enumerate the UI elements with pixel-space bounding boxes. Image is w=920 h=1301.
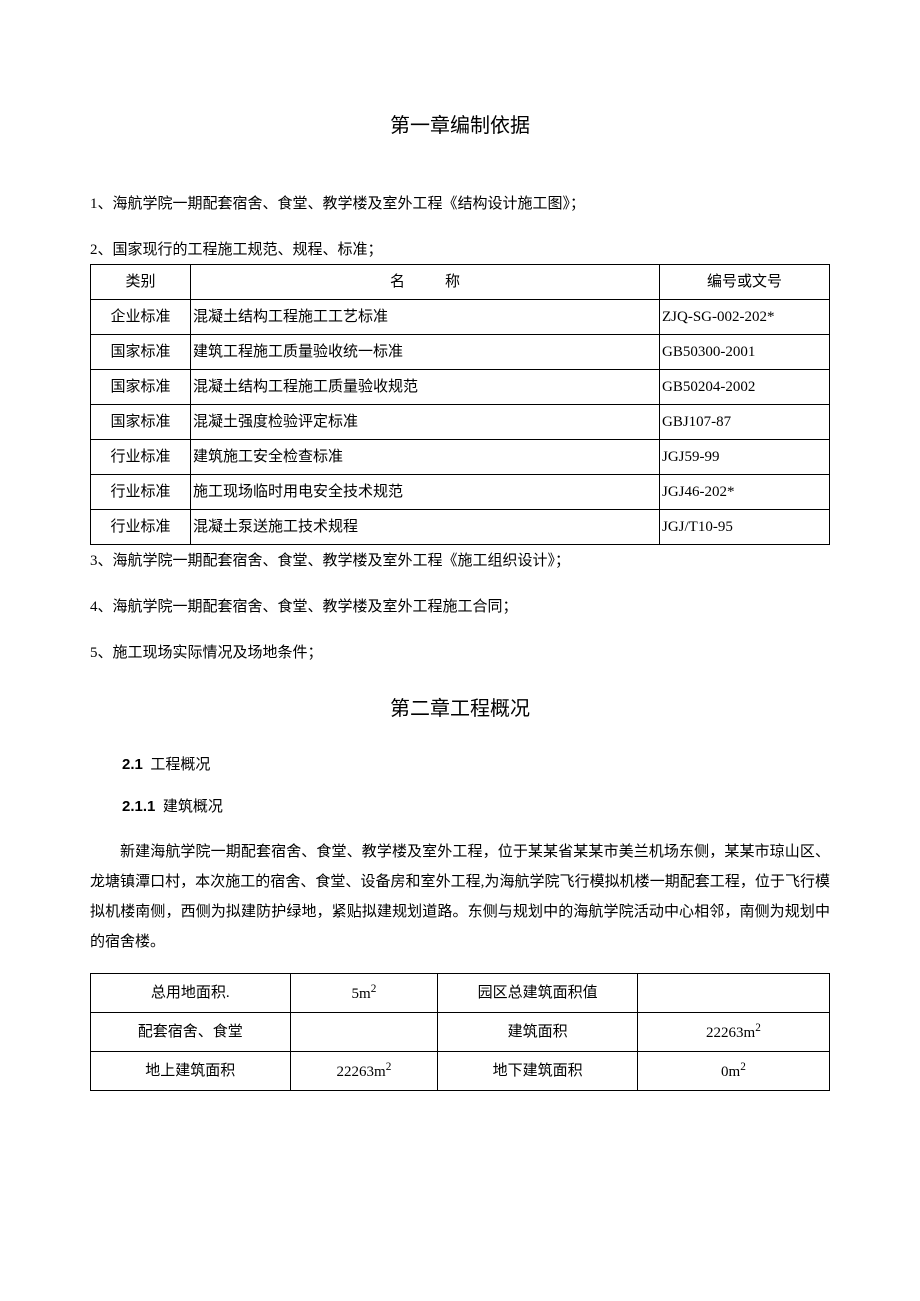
- cell: 配套宿舍、食堂: [91, 1013, 291, 1052]
- table-row: 行业标准 施工现场临时用电安全技术规范 JGJ46-202*: [91, 475, 830, 510]
- cell-name: 混凝土结构工程施工工艺标准: [191, 300, 660, 335]
- basis-item-2: 2、国家现行的工程施工规范、规程、标准；: [90, 238, 830, 262]
- cell-category: 行业标准: [91, 475, 191, 510]
- cell: 22263m2: [290, 1052, 438, 1091]
- cell-code: GB50204-2002: [660, 370, 830, 405]
- table-row: 国家标准 混凝土结构工程施工质量验收规范 GB50204-2002: [91, 370, 830, 405]
- table-row: 行业标准 建筑施工安全检查标准 JGJ59-99: [91, 440, 830, 475]
- header-name: 名称: [191, 265, 660, 300]
- cell: 0m2: [637, 1052, 829, 1091]
- cell-code: JGJ46-202*: [660, 475, 830, 510]
- cell-code: JGJ59-99: [660, 440, 830, 475]
- table-row: 国家标准 混凝土强度检验评定标准 GBJ107-87: [91, 405, 830, 440]
- section-2-1-label: 工程概况: [150, 757, 210, 773]
- cell: 总用地面积.: [91, 974, 291, 1013]
- section-2-1: 2.1 工程概况: [122, 753, 830, 777]
- cell-category: 行业标准: [91, 510, 191, 545]
- basis-item-5: 5、施工现场实际情况及场地条件；: [90, 641, 830, 665]
- cell: 地上建筑面积: [91, 1052, 291, 1091]
- section-2-1-1: 2.1.1 建筑概况: [122, 795, 830, 819]
- cell-code: JGJ/T10-95: [660, 510, 830, 545]
- cell-code: ZJQ-SG-002-202*: [660, 300, 830, 335]
- cell-code: GBJ107-87: [660, 405, 830, 440]
- section-2-1-num: 2.1: [122, 756, 143, 773]
- standards-table: 类别 名称 编号或文号 企业标准 混凝土结构工程施工工艺标准 ZJQ-SG-00…: [90, 264, 830, 545]
- table-row: 国家标准 建筑工程施工质量验收统一标准 GB50300-2001: [91, 335, 830, 370]
- table-row: 企业标准 混凝土结构工程施工工艺标准 ZJQ-SG-002-202*: [91, 300, 830, 335]
- cell-name: 施工现场临时用电安全技术规范: [191, 475, 660, 510]
- chapter2-title: 第二章工程概况: [90, 693, 830, 725]
- table-row: 行业标准 混凝土泵送施工技术规程 JGJ/T10-95: [91, 510, 830, 545]
- basis-item-4: 4、海航学院一期配套宿舍、食堂、教学楼及室外工程施工合同；: [90, 595, 830, 619]
- table-row: 总用地面积. 5m2 园区总建筑面积值: [91, 974, 830, 1013]
- basis-item-1: 1、海航学院一期配套宿舍、食堂、教学楼及室外工程《结构设计施工图》；: [90, 192, 830, 216]
- building-table: 总用地面积. 5m2 园区总建筑面积值 配套宿舍、食堂 建筑面积 22263m2…: [90, 973, 830, 1091]
- cell-category: 企业标准: [91, 300, 191, 335]
- header-category: 类别: [91, 265, 191, 300]
- cell-code: GB50300-2001: [660, 335, 830, 370]
- cell-name: 混凝土结构工程施工质量验收规范: [191, 370, 660, 405]
- section-2-1-1-num: 2.1.1: [122, 798, 155, 815]
- cell-category: 国家标准: [91, 370, 191, 405]
- chapter1-title: 第一章编制依据: [90, 110, 830, 142]
- cell-name: 建筑施工安全检查标准: [191, 440, 660, 475]
- cell-name: 建筑工程施工质量验收统一标准: [191, 335, 660, 370]
- cell-category: 国家标准: [91, 335, 191, 370]
- table-header-row: 类别 名称 编号或文号: [91, 265, 830, 300]
- basis-item-3: 3、海航学院一期配套宿舍、食堂、教学楼及室外工程《施工组织设计》；: [90, 549, 830, 573]
- table-row: 地上建筑面积 22263m2 地下建筑面积 0m2: [91, 1052, 830, 1091]
- cell: [637, 974, 829, 1013]
- cell: [290, 1013, 438, 1052]
- cell: 5m2: [290, 974, 438, 1013]
- cell-category: 国家标准: [91, 405, 191, 440]
- cell: 园区总建筑面积值: [438, 974, 638, 1013]
- project-overview-body: 新建海航学院一期配套宿舍、食堂、教学楼及室外工程，位于某某省某某市美兰机场东侧，…: [90, 837, 830, 957]
- section-2-1-1-label: 建筑概况: [163, 799, 223, 815]
- cell: 地下建筑面积: [438, 1052, 638, 1091]
- header-code: 编号或文号: [660, 265, 830, 300]
- cell-name: 混凝土泵送施工技术规程: [191, 510, 660, 545]
- cell: 建筑面积: [438, 1013, 638, 1052]
- cell-name: 混凝土强度检验评定标准: [191, 405, 660, 440]
- cell: 22263m2: [637, 1013, 829, 1052]
- table-row: 配套宿舍、食堂 建筑面积 22263m2: [91, 1013, 830, 1052]
- cell-category: 行业标准: [91, 440, 191, 475]
